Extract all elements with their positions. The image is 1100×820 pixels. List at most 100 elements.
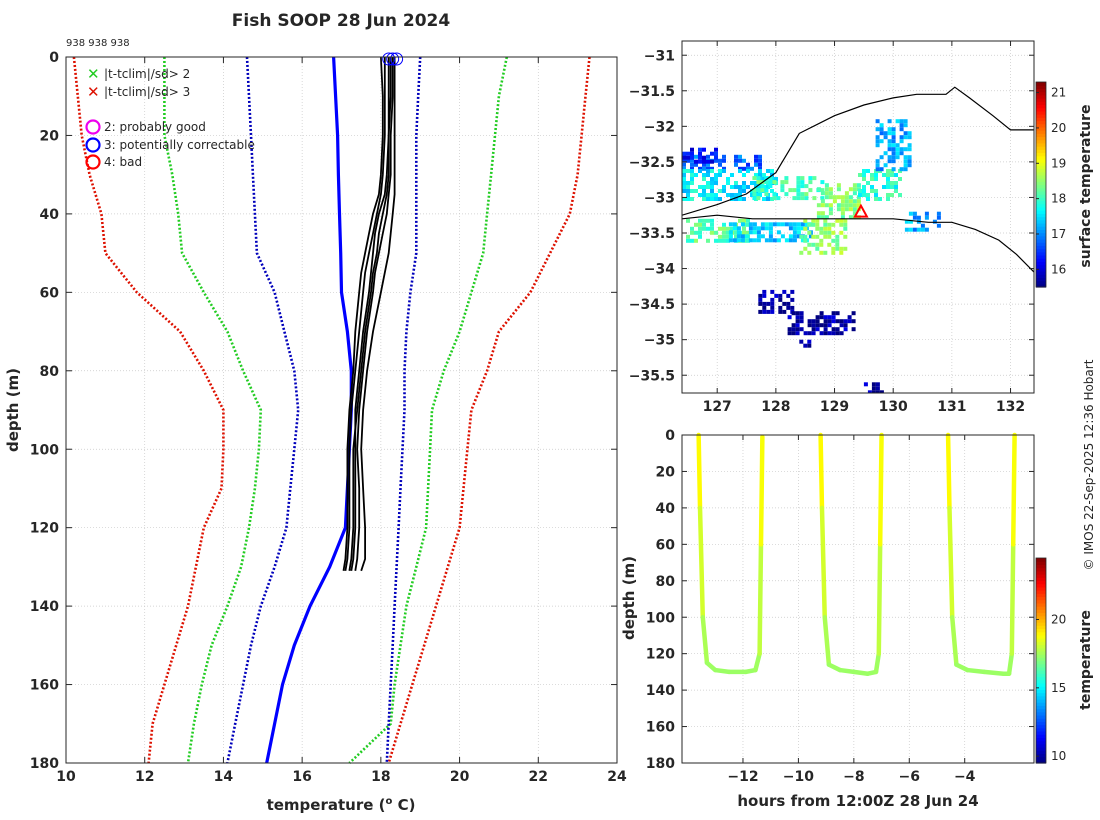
sst-pixel <box>886 181 890 185</box>
sst-pixel <box>787 315 792 320</box>
trace-segment-3 <box>949 614 959 667</box>
sst-pixel <box>796 184 801 189</box>
sst-pixel <box>740 222 745 227</box>
sst-pixel <box>702 147 706 152</box>
sst-pixel <box>742 185 746 189</box>
sst-pixel <box>819 311 824 316</box>
sst-pixel <box>682 177 686 181</box>
legend-circle-4-label: 4: bad <box>104 155 142 169</box>
sst-pixel <box>899 167 904 172</box>
sst-pixel <box>698 155 702 160</box>
sst-pixel <box>803 226 808 231</box>
sst-pixel <box>890 193 894 197</box>
sst-pixel <box>824 187 829 192</box>
sst-pixel <box>808 176 813 181</box>
sst-pixel <box>714 147 718 152</box>
sst-pixel <box>787 327 792 332</box>
sst-pixel <box>903 159 908 164</box>
sst-pixel <box>887 119 892 124</box>
sst-pixel <box>831 327 836 332</box>
map-colorbar-cell <box>1036 133 1046 138</box>
sst-pixel <box>891 131 896 136</box>
sst-pixel <box>803 234 808 239</box>
timeseries-colorbar-cell <box>1036 702 1046 706</box>
sst-pixel <box>894 173 898 177</box>
sst-pixel <box>815 246 820 251</box>
sst-pixel <box>686 234 690 239</box>
timeseries-colorbar-cell <box>1036 647 1046 652</box>
sst-pixel <box>706 218 710 223</box>
sst-pixel <box>796 234 801 239</box>
sst-pixel <box>730 226 734 231</box>
sst-pixel <box>804 196 809 201</box>
sst-pixel <box>698 147 702 152</box>
sst-pixel <box>710 230 714 235</box>
sst-pixel <box>722 189 726 193</box>
sst-pixel <box>682 169 686 173</box>
sst-pixel <box>875 127 880 132</box>
map-colorbar-cell <box>1036 238 1046 243</box>
trace-segment-3 <box>945 432 952 511</box>
sst-pixel <box>774 293 779 298</box>
map-colorbar-cell <box>1036 152 1046 157</box>
sst-pixel <box>920 223 925 228</box>
climatology-plus1sd-line <box>385 56 422 764</box>
surface-flag-circle <box>390 52 404 66</box>
sst-pixel <box>756 226 761 231</box>
sst-pixel <box>760 226 765 231</box>
sst-pixel <box>776 238 781 243</box>
sst-pixel <box>706 173 710 177</box>
sst-pixel <box>734 230 738 235</box>
sst-pixel <box>791 327 796 332</box>
timeseries-colorbar-cell <box>1036 718 1046 722</box>
sst-pixel <box>766 185 770 189</box>
sst-pixel <box>784 222 789 227</box>
profile-xtick-label: 14 <box>214 769 234 785</box>
sst-pixel <box>742 226 746 231</box>
sst-pixel <box>784 192 789 197</box>
timeseries-colorbar-tick-label: 20 <box>1051 613 1066 627</box>
sst-pixel <box>738 169 742 173</box>
sst-pixel <box>748 222 753 227</box>
sst-pixel <box>815 319 820 324</box>
sst-pixel <box>890 185 894 189</box>
map-colorbar-cell <box>1036 114 1046 118</box>
map-colorbar-cell <box>1036 213 1046 218</box>
sst-pixel <box>764 192 769 197</box>
map-colorbar-tick-label: 17 <box>1051 227 1066 241</box>
sst-pixel <box>827 234 832 239</box>
trace-segment-1 <box>700 614 710 666</box>
timeseries-colorbar-cell <box>1036 734 1046 738</box>
sst-pixel <box>714 151 718 156</box>
sst-pixel <box>682 162 686 167</box>
sst-pixel <box>867 390 872 393</box>
sst-pixel <box>768 184 773 189</box>
timeseries-colorbar-cell <box>1036 596 1046 601</box>
sst-pixel <box>891 155 896 160</box>
map-colorbar-cell <box>1036 270 1046 275</box>
sst-pixel <box>776 222 781 227</box>
trace-segment-2 <box>877 432 884 547</box>
map-colorbar-cell <box>1036 178 1046 182</box>
sst-pixel <box>758 173 762 177</box>
trace-segment-2 <box>818 432 825 511</box>
sst-pixel <box>835 234 840 239</box>
sst-pixel <box>848 199 853 204</box>
sst-pixel <box>730 185 734 189</box>
timeseries-colorbar-cell <box>1036 708 1046 713</box>
sst-pixel <box>882 173 886 177</box>
sst-pixel <box>714 230 718 235</box>
sst-pixel <box>742 181 746 185</box>
sst-pixel <box>698 159 702 164</box>
sst-pixel <box>843 218 848 223</box>
sst-pixel <box>750 193 754 197</box>
timeseries-colorbar-cell <box>1036 679 1046 684</box>
timeseries-colorbar-cell <box>1036 586 1046 591</box>
map-ytick-label: −31.5 <box>629 84 675 100</box>
profile-plot: 10 12 14 16 18 20 22 24 0 20 40 60 80 100 120 140 160 180 <box>30 50 627 785</box>
sst-pixel <box>682 185 686 189</box>
legend-cross-red-label: |t-tclim|/sd> 3 <box>104 85 190 99</box>
sst-pixel <box>816 211 821 216</box>
sst-pixel <box>883 135 888 140</box>
sst-pixel <box>852 191 857 196</box>
